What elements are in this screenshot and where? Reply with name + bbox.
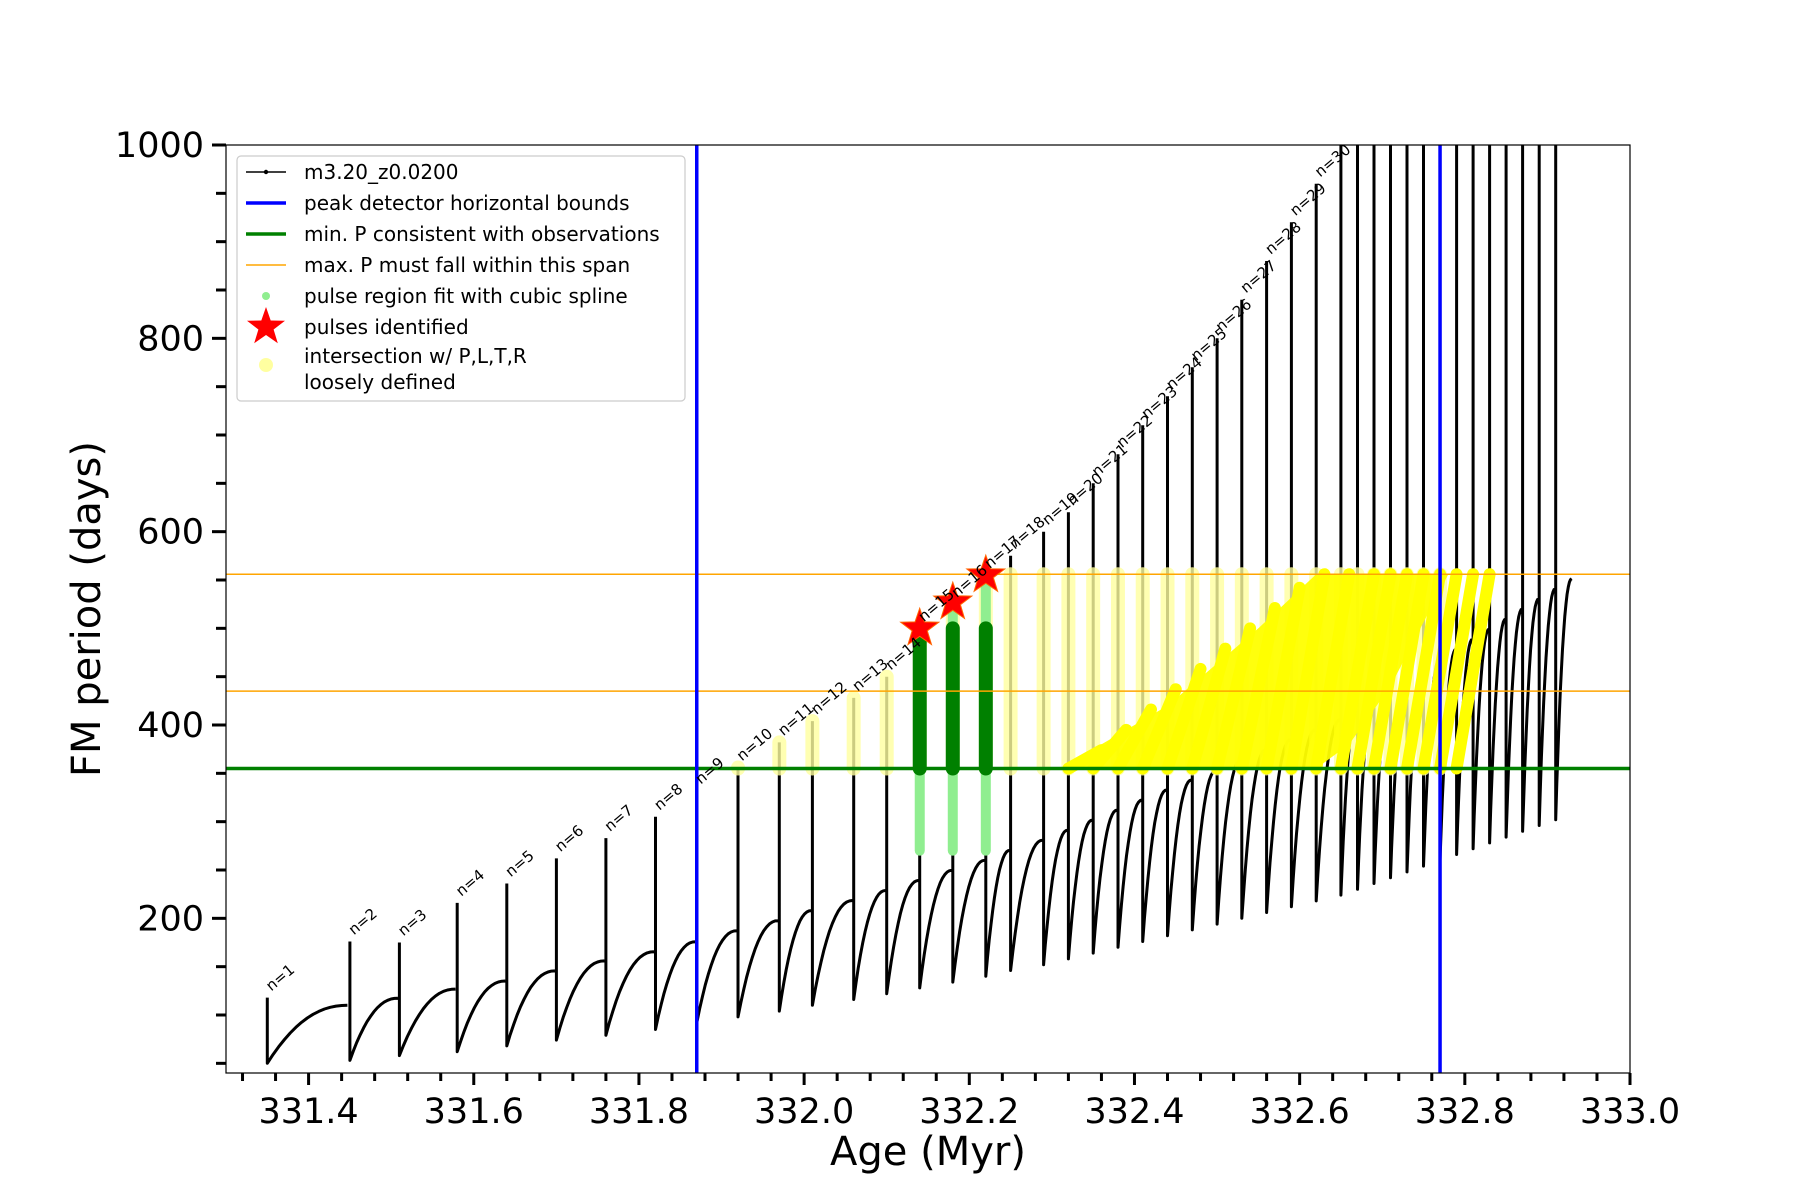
y-tick-label: 200 (137, 899, 204, 939)
legend-marker (263, 169, 269, 175)
x-axis-title: Age (Myr) (830, 1129, 1026, 1175)
y-tick-label: 1000 (115, 126, 204, 166)
x-tick-label: 333.0 (1580, 1092, 1680, 1132)
legend-marker (259, 358, 273, 372)
x-tick-label: 331.8 (589, 1092, 689, 1132)
plot-frame (225, 144, 1631, 1074)
intersection-marker (1260, 581, 1306, 775)
y-axis-title: FM period (days) (64, 441, 110, 777)
x-tick-label: 331.4 (258, 1092, 358, 1132)
intersection-marker (1334, 568, 1380, 775)
y-tick-label: 600 (137, 513, 204, 553)
x-tick-label: 332.8 (1415, 1092, 1515, 1132)
intersection-marker (1351, 568, 1397, 775)
legend-label: max. P must fall within this span (304, 253, 630, 277)
intersection-marker (1384, 568, 1430, 775)
identified-pulse-star (899, 606, 941, 646)
identified-pulse-star (965, 553, 1007, 593)
intersection-marker (1310, 568, 1356, 775)
intersection-marker (1211, 622, 1257, 775)
intersection-marker (1087, 723, 1133, 775)
x-tick-label: 331.6 (424, 1092, 524, 1132)
intersection-marker (1136, 683, 1182, 775)
legend-box (236, 155, 686, 402)
intersection-marker (1186, 642, 1232, 775)
x-tick-label: 332.0 (754, 1092, 854, 1132)
y-tick-label: 400 (137, 706, 204, 746)
legend-marker (247, 307, 285, 344)
legend-label: peak detector horizontal bounds (304, 191, 630, 215)
intersection-marker (1367, 568, 1414, 775)
legend-label: loosely defined (304, 370, 456, 394)
y-tick-label: 800 (137, 319, 204, 359)
x-tick-label: 332.6 (1250, 1092, 1350, 1132)
identified-pulse-star (932, 580, 974, 620)
x-tick-label: 332.2 (919, 1092, 1019, 1132)
intersection-marker (1450, 568, 1496, 775)
intersection-marker (1285, 568, 1331, 775)
intersection-marker (1235, 602, 1281, 775)
legend-label: m3.20_z0.0200 (304, 160, 459, 184)
intersection-marker (1434, 568, 1480, 775)
pulse-region-fits (912, 579, 993, 856)
legend-label: intersection w/ P,L,T,R (304, 344, 527, 368)
legend-marker (262, 292, 270, 300)
intersection-marker (1111, 703, 1157, 775)
intersection-marker (1161, 662, 1207, 775)
legend-label: pulses identified (304, 315, 469, 339)
intersection-marker (1062, 744, 1108, 775)
x-tick-label: 332.4 (1084, 1092, 1184, 1132)
axes: 331.4 331.6 331.8 332.0 332.2 332.4 332.6 332.8… (115, 126, 1680, 1132)
legend-label: pulse region fit with cubic spline (304, 284, 628, 308)
intersection-marker (1401, 568, 1447, 775)
legend-label: min. P consistent with observations (304, 222, 660, 246)
